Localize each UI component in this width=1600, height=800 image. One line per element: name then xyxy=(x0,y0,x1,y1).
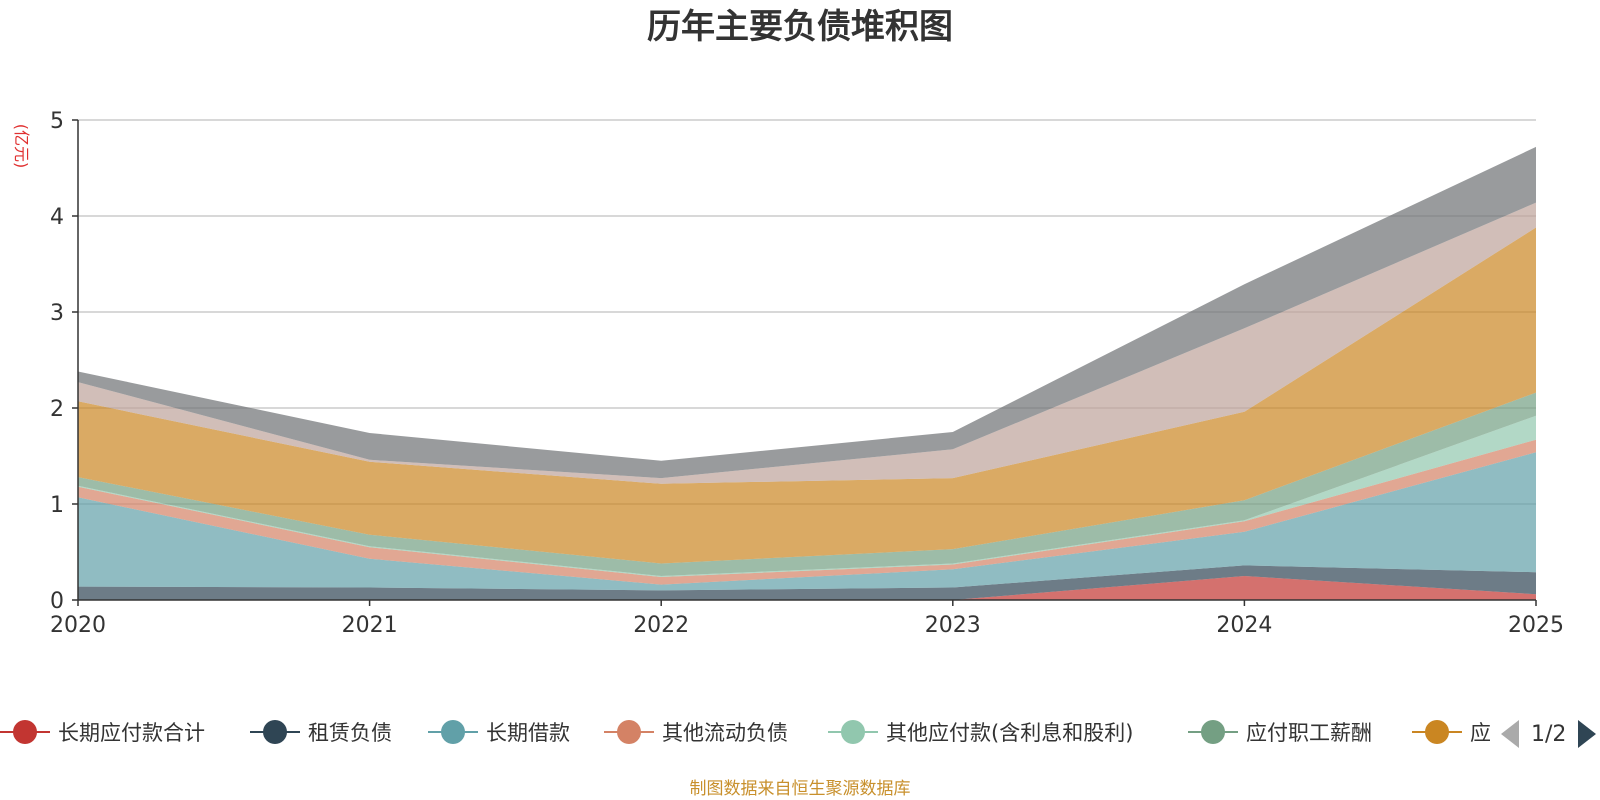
y-tick-label: 2 xyxy=(50,397,64,422)
legend-marker-icon xyxy=(1188,719,1238,745)
y-tick-label: 5 xyxy=(50,109,64,134)
area-series[interactable] xyxy=(78,452,1536,591)
legend-item-payroll-payable[interactable]: 应付职工薪酬 xyxy=(1188,712,1372,752)
area-series[interactable] xyxy=(78,392,1536,576)
legend-marker-icon xyxy=(428,719,478,745)
y-tick-label: 1 xyxy=(50,493,64,518)
y-tick-label: 0 xyxy=(50,589,64,614)
area-series[interactable] xyxy=(78,565,1536,600)
legend-item-accounts-payable[interactable]: 应付账款 xyxy=(1412,712,1490,752)
x-tick-label: 2022 xyxy=(633,613,689,638)
x-tick-label: 2021 xyxy=(342,613,398,638)
legend-label: 租赁负债 xyxy=(308,721,392,745)
legend-label: 应付账款 xyxy=(1470,721,1490,745)
y-tick-label: 3 xyxy=(50,301,64,326)
area-series[interactable] xyxy=(78,146,1536,479)
legend-marker-icon xyxy=(828,719,878,745)
legend-marker-icon xyxy=(604,719,654,745)
legend-marker-icon xyxy=(250,719,300,745)
legend-prev-page-icon[interactable] xyxy=(1501,720,1519,748)
legend-item-other-payables[interactable]: 其他应付款(含利息和股利) xyxy=(828,712,1133,752)
y-axis-unit-label: (亿元) xyxy=(12,124,31,169)
legend-item-long-term-payables[interactable]: 长期应付款合计 xyxy=(0,712,205,752)
x-tick-label: 2024 xyxy=(1216,613,1272,638)
legend: 长期应付款合计 租赁负债 长期借款 其他流动负债 其他应付款(含利息和股利) 应… xyxy=(0,712,1490,752)
legend-next-page-icon[interactable] xyxy=(1578,720,1597,748)
legend-label: 应付职工薪酬 xyxy=(1246,721,1372,745)
legend-item-long-term-loans[interactable]: 长期借款 xyxy=(428,712,570,752)
y-tick-label: 4 xyxy=(50,205,64,230)
legend-item-other-current-liabilities[interactable]: 其他流动负债 xyxy=(604,712,788,752)
x-tick-label: 2020 xyxy=(50,613,106,638)
legend-label: 其他流动负债 xyxy=(662,721,788,745)
chart-title: 历年主要负债堆积图 xyxy=(647,7,953,47)
area-series[interactable] xyxy=(78,227,1536,564)
source-note: 制图数据来自恒生聚源数据库 xyxy=(689,779,911,799)
x-tick-label: 2023 xyxy=(925,613,981,638)
area-series[interactable] xyxy=(78,576,1536,600)
x-tick-label: 2025 xyxy=(1508,613,1564,638)
area-series[interactable] xyxy=(78,202,1536,484)
legend-marker-icon xyxy=(0,719,50,745)
legend-pager: 1/2 xyxy=(1497,716,1600,752)
legend-label: 长期借款 xyxy=(486,721,570,745)
legend-page-indicator: 1/2 xyxy=(1531,721,1567,747)
legend-marker-icon xyxy=(1412,719,1462,745)
legend-item-lease-liabilities[interactable]: 租赁负债 xyxy=(250,712,392,752)
legend-label: 长期应付款合计 xyxy=(58,721,205,745)
legend-label: 其他应付款(含利息和股利) xyxy=(886,721,1134,745)
